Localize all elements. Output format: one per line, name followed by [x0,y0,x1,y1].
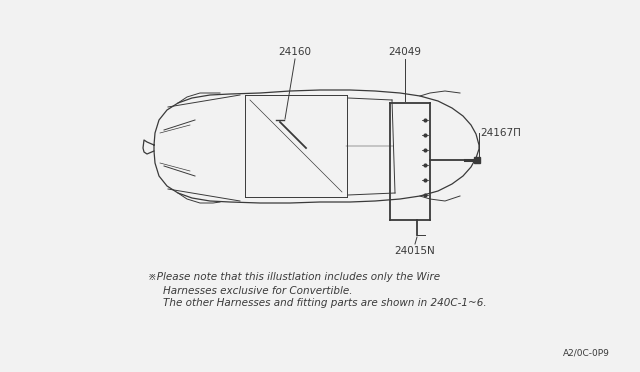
Text: ※Please note that this illustlation includes only the Wire: ※Please note that this illustlation incl… [148,272,440,282]
Text: 24015N: 24015N [395,246,435,256]
Text: A2/0C-0P9: A2/0C-0P9 [563,349,610,358]
Text: 24049: 24049 [388,47,422,57]
Text: Harnesses exclusive for Convertible.: Harnesses exclusive for Convertible. [163,286,353,296]
Text: 24160: 24160 [278,47,312,57]
Text: 24167Π: 24167Π [480,128,521,138]
Text: The other Harnesses and fitting parts are shown in 240C-1~6.: The other Harnesses and fitting parts ar… [163,298,486,308]
